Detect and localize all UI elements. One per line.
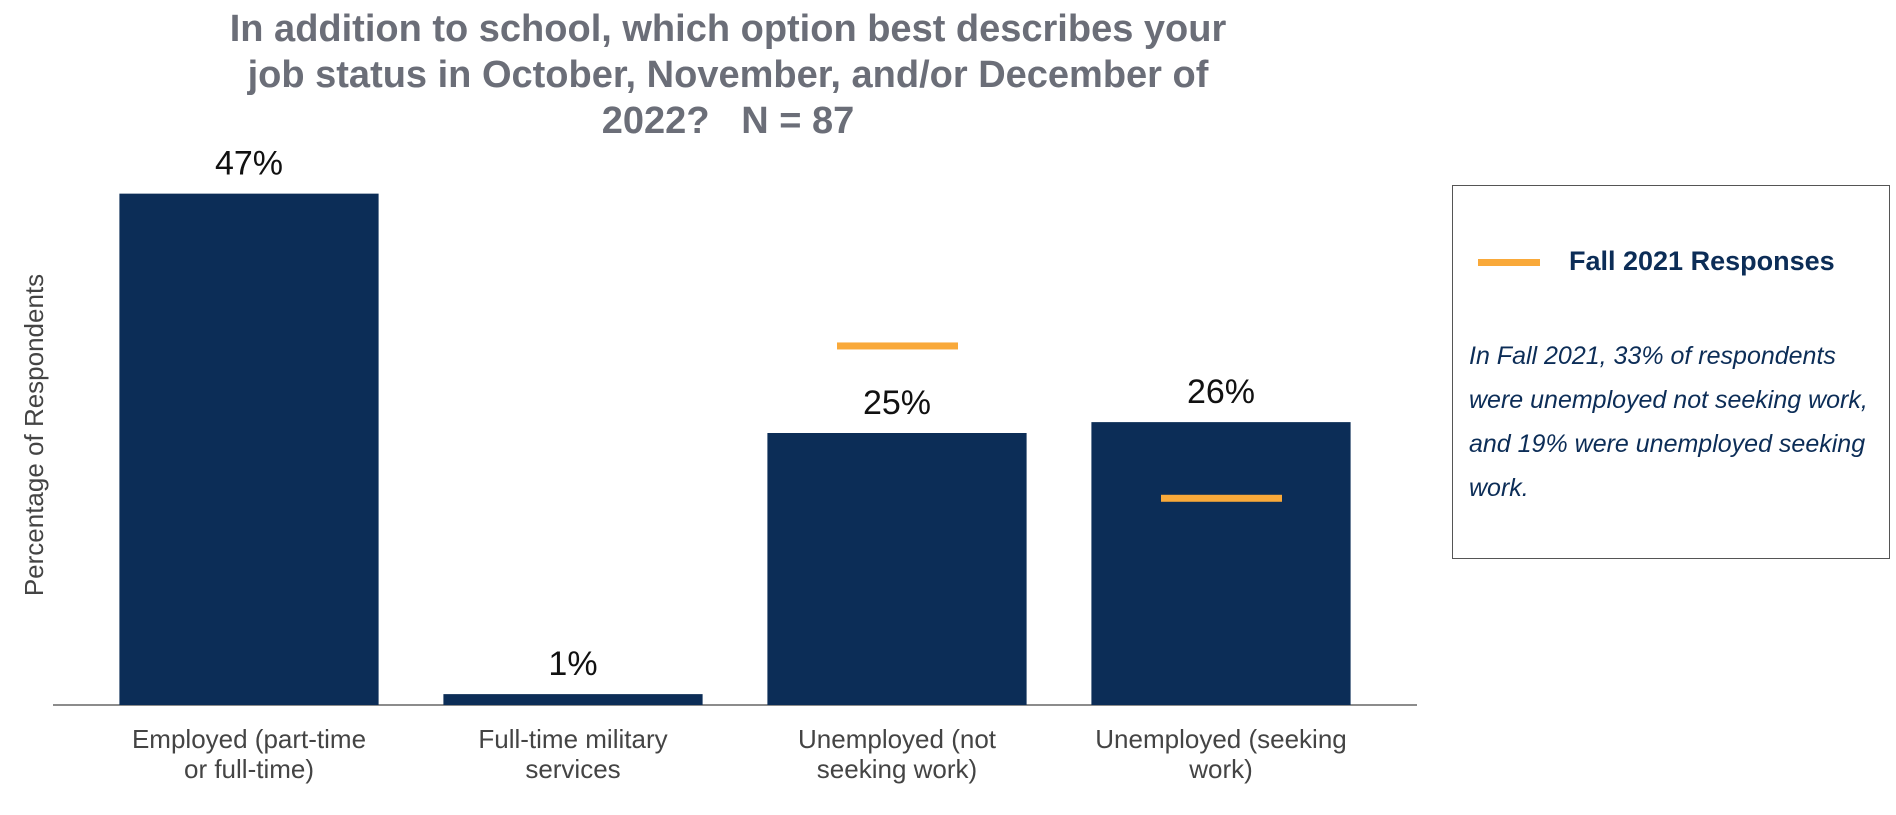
- comparison-marker: [837, 342, 958, 350]
- legend-swatch: [1478, 259, 1540, 266]
- bar: [443, 694, 703, 705]
- bar: [1091, 422, 1351, 705]
- bar: [767, 433, 1027, 705]
- x-tick-label: Unemployed (not seeking work): [798, 724, 996, 784]
- x-tick-label: Unemployed (seeking work): [1095, 724, 1347, 784]
- data-label: 26%: [1187, 373, 1255, 411]
- x-tick-label: Full-time military services: [478, 724, 668, 784]
- data-label: 47%: [215, 145, 283, 183]
- data-label: 1%: [548, 645, 597, 683]
- chart-title: In addition to school, which option best…: [229, 8, 1237, 142]
- y-axis-label: Percentage of Respondents: [19, 274, 49, 596]
- x-tick-label: Employed (part-time or full-time): [131, 724, 367, 784]
- data-label: 25%: [863, 384, 931, 422]
- bar: [119, 193, 379, 705]
- comparison-marker: [1161, 494, 1282, 502]
- legend-note: In Fall 2021, 33% of respondents were un…: [1469, 342, 1868, 502]
- legend-label: Fall 2021 Responses: [1569, 246, 1835, 276]
- legend: Fall 2021 Responses In Fall 2021, 33% of…: [1452, 185, 1890, 559]
